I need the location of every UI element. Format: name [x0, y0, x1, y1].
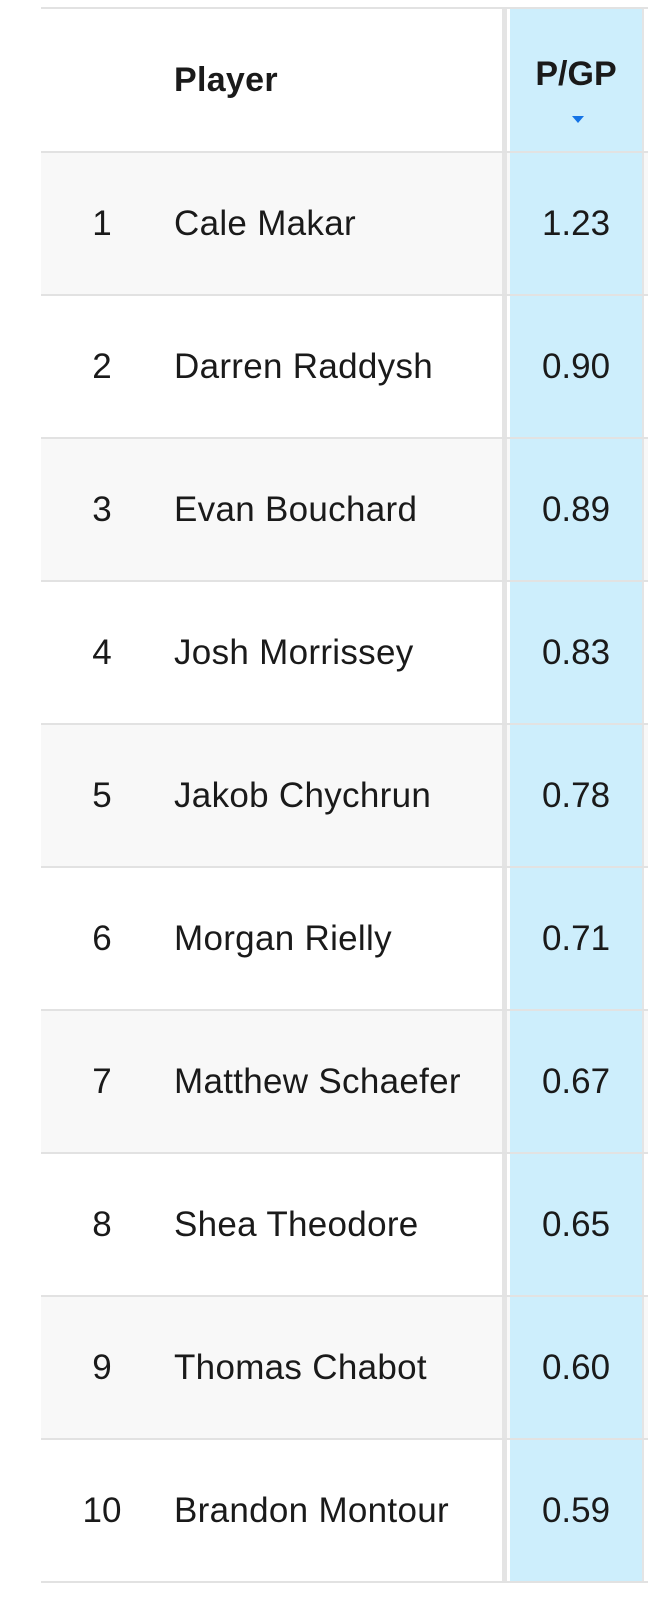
column-separator — [502, 868, 507, 1009]
rank-cell: 6 — [92, 918, 112, 958]
pgp-cell: 0.59 — [510, 1440, 642, 1581]
pgp-cell: 0.71 — [510, 868, 642, 1009]
pgp-cell: 0.60 — [510, 1297, 642, 1438]
column-separator — [502, 296, 507, 437]
column-edge — [642, 1154, 644, 1295]
column-separator — [502, 1154, 507, 1295]
table-row: 10 Brandon Montour 0.59 — [41, 1440, 648, 1583]
rank-cell: 2 — [92, 346, 112, 386]
column-edge — [642, 1011, 644, 1152]
sort-arrow — [572, 116, 584, 123]
pgp-cell: 0.65 — [510, 1154, 642, 1295]
pgp-header[interactable]: P/GP — [510, 9, 642, 151]
rank-cell: 8 — [92, 1204, 112, 1244]
pgp-cell: 0.78 — [510, 725, 642, 866]
pgp-cell: 0.89 — [510, 439, 642, 580]
pgp-cell: 0.67 — [510, 1011, 642, 1152]
table-row: 2 Darren Raddysh 0.90 — [41, 296, 648, 439]
pgp-cell: 1.23 — [510, 153, 642, 294]
rank-cell: 3 — [92, 489, 112, 529]
column-separator — [502, 725, 507, 866]
pgp-cell: 0.90 — [510, 296, 642, 437]
column-edge — [642, 582, 644, 723]
column-separator — [502, 439, 507, 580]
column-edge — [642, 1297, 644, 1438]
rank-cell: 4 — [92, 632, 112, 672]
player-cell: Cale Makar — [174, 203, 356, 243]
column-edge — [642, 1440, 644, 1581]
player-cell: Darren Raddysh — [174, 346, 434, 386]
table-row: 7 Matthew Schaefer 0.67 — [41, 1011, 648, 1154]
rank-cell: 9 — [92, 1347, 112, 1387]
rank-cell: 5 — [92, 775, 112, 815]
column-edge — [642, 9, 644, 151]
column-edge — [642, 868, 644, 1009]
table-row: 6 Morgan Rielly 0.71 — [41, 868, 648, 1011]
table-row: 3 Evan Bouchard 0.89 — [41, 439, 648, 582]
column-edge — [642, 296, 644, 437]
rank-cell: 7 — [92, 1061, 112, 1101]
player-cell: Evan Bouchard — [174, 489, 418, 529]
header-row: Player P/GP — [41, 7, 648, 153]
player-cell: Brandon Montour — [174, 1490, 449, 1530]
column-edge — [642, 153, 644, 294]
player-header[interactable]: Player — [174, 60, 278, 99]
column-edge — [642, 439, 644, 580]
column-separator — [502, 1011, 507, 1152]
column-separator — [502, 1297, 507, 1438]
player-cell: Josh Morrissey — [174, 632, 414, 672]
column-separator — [502, 582, 507, 723]
column-separator — [502, 153, 507, 294]
table-row: 5 Jakob Chychrun 0.78 — [41, 725, 648, 868]
player-cell: Matthew Schaefer — [174, 1061, 461, 1101]
player-cell: Shea Theodore — [174, 1204, 419, 1244]
player-cell: Jakob Chychrun — [174, 775, 432, 815]
player-cell: Morgan Rielly — [174, 918, 392, 958]
pgp-cell: 0.83 — [510, 582, 642, 723]
column-separator — [502, 1440, 507, 1581]
column-edge — [642, 725, 644, 866]
player-cell: Thomas Chabot — [174, 1347, 427, 1387]
rank-cell: 10 — [82, 1490, 122, 1530]
pgp-header-text: P/GP — [535, 54, 617, 93]
table-row: 8 Shea Theodore 0.65 — [41, 1154, 648, 1297]
table-row: 9 Thomas Chabot 0.60 — [41, 1297, 648, 1440]
table-row: 4 Josh Morrissey 0.83 — [41, 582, 648, 725]
column-separator — [502, 9, 507, 151]
table-row: 1 Cale Makar 1.23 — [41, 153, 648, 296]
rank-cell: 1 — [92, 203, 112, 243]
